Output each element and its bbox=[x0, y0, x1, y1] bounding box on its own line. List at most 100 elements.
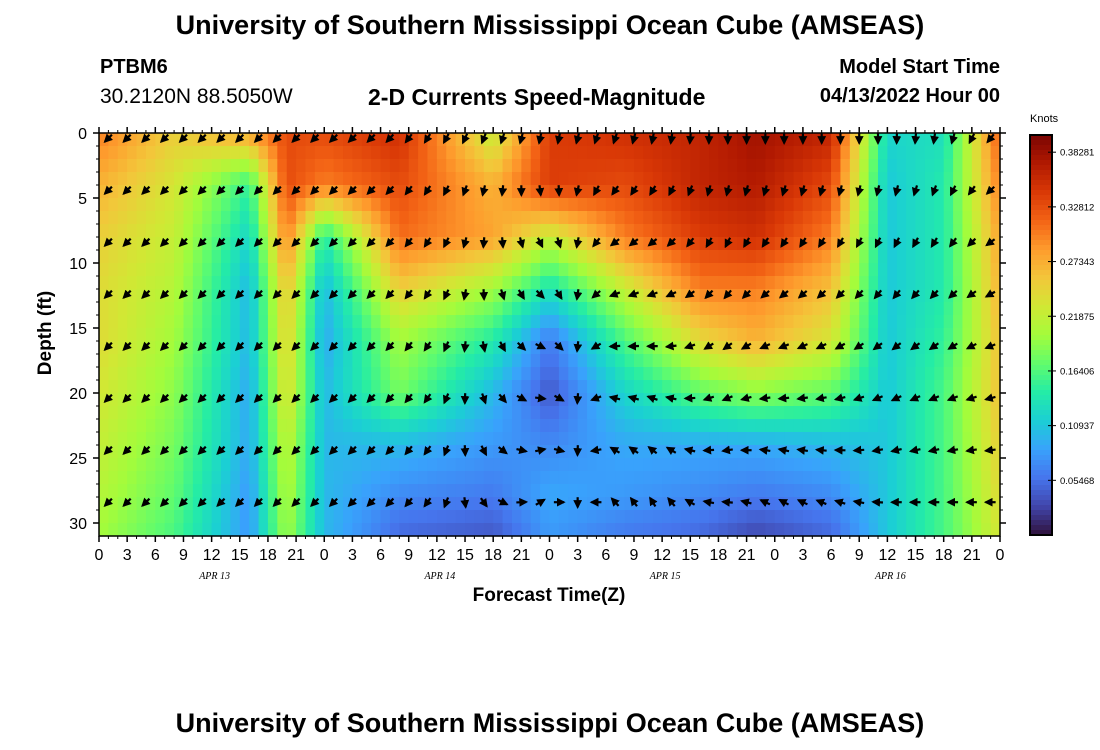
heatmap-cell bbox=[249, 354, 260, 368]
heatmap-cell bbox=[577, 172, 588, 186]
colorbar-swatch bbox=[1030, 520, 1052, 526]
heatmap-cell bbox=[709, 497, 720, 511]
heatmap-cell bbox=[709, 211, 720, 225]
heatmap-cell bbox=[333, 497, 344, 511]
heatmap-cell bbox=[418, 354, 429, 368]
heatmap-cell bbox=[671, 302, 682, 316]
heatmap-cell bbox=[596, 302, 607, 316]
heatmap-cell bbox=[577, 133, 588, 147]
heatmap-cell bbox=[408, 198, 419, 212]
heatmap-cell bbox=[821, 237, 832, 251]
heatmap-cell bbox=[943, 185, 954, 199]
heatmap-cell bbox=[267, 224, 278, 238]
current-vector bbox=[404, 393, 414, 404]
heatmap-cell bbox=[389, 276, 400, 290]
heatmap-cell bbox=[727, 406, 738, 420]
colorbar-swatch bbox=[1030, 350, 1052, 356]
heatmap-cell bbox=[831, 458, 842, 472]
heatmap-cell bbox=[821, 133, 832, 147]
colorbar-units: Knots bbox=[1030, 113, 1059, 125]
heatmap-cell bbox=[455, 289, 466, 303]
heatmap-cell bbox=[896, 263, 907, 277]
heatmap-cell bbox=[793, 419, 804, 433]
current-vector bbox=[814, 446, 827, 455]
current-vector bbox=[949, 133, 958, 145]
heatmap-cell bbox=[718, 471, 729, 485]
heatmap-cell bbox=[587, 484, 598, 498]
heatmap-cell bbox=[896, 471, 907, 485]
heatmap-cell bbox=[840, 484, 851, 498]
heatmap-cell bbox=[99, 328, 109, 342]
heatmap-cell bbox=[568, 315, 579, 329]
heatmap-cell bbox=[286, 198, 297, 212]
heatmap-cell bbox=[427, 432, 438, 446]
current-vector bbox=[497, 497, 509, 506]
heatmap-cell bbox=[633, 159, 644, 173]
heatmap-cell bbox=[981, 302, 992, 316]
heatmap-cell bbox=[502, 328, 513, 342]
heatmap-cell bbox=[680, 224, 691, 238]
heatmap-cell bbox=[699, 185, 710, 199]
current-vector bbox=[796, 393, 809, 403]
heatmap-cell bbox=[652, 250, 663, 264]
heatmap-cell bbox=[962, 276, 973, 290]
heatmap-cell bbox=[343, 432, 354, 446]
heatmap-cell bbox=[465, 289, 476, 303]
chart-title: University of Southern Mississippi Ocean… bbox=[175, 10, 925, 40]
heatmap-cell bbox=[296, 198, 307, 212]
heatmap-cell bbox=[868, 172, 879, 186]
heatmap-cell bbox=[802, 367, 813, 381]
heatmap-cell bbox=[183, 289, 194, 303]
heatmap-cell bbox=[380, 198, 391, 212]
heatmap-cell bbox=[934, 497, 945, 511]
heatmap-cell bbox=[615, 484, 626, 498]
colorbar-swatch bbox=[1030, 215, 1052, 221]
heatmap-cell bbox=[831, 484, 842, 498]
heatmap-cell bbox=[258, 133, 269, 147]
heatmap-cell bbox=[812, 198, 823, 212]
heatmap-cell bbox=[314, 289, 325, 303]
heatmap-cell bbox=[399, 263, 410, 277]
current-vector bbox=[216, 289, 226, 299]
heatmap-cell bbox=[971, 445, 982, 459]
heatmap-cell bbox=[202, 224, 213, 238]
heatmap-cell bbox=[221, 484, 231, 498]
heatmap-cell bbox=[615, 250, 626, 264]
heatmap-cell bbox=[371, 237, 382, 251]
heatmap-cell bbox=[99, 146, 109, 160]
current-vector bbox=[705, 185, 714, 197]
heatmap-cell bbox=[211, 471, 222, 485]
heatmap-cell bbox=[643, 302, 654, 316]
heatmap-cell bbox=[202, 289, 213, 303]
heatmap-cell bbox=[971, 497, 982, 511]
heatmap-cell bbox=[755, 367, 766, 381]
current-vector bbox=[122, 341, 132, 351]
current-vector bbox=[553, 445, 566, 454]
heatmap-cell bbox=[192, 315, 203, 329]
heatmap-cell bbox=[633, 302, 644, 316]
heatmap-cell bbox=[258, 276, 269, 290]
heatmap-cell bbox=[267, 354, 278, 368]
current-vector bbox=[404, 185, 414, 196]
heatmap-cell bbox=[352, 510, 363, 524]
heatmap-cell bbox=[558, 185, 569, 199]
heatmap-cell bbox=[558, 172, 569, 186]
heatmap-cell bbox=[727, 445, 738, 459]
heatmap-cell bbox=[108, 523, 119, 537]
heatmap-cell bbox=[408, 458, 419, 472]
heatmap-cell bbox=[896, 523, 907, 537]
current-vector bbox=[499, 133, 508, 145]
heatmap-cell bbox=[296, 185, 307, 199]
heatmap-cell bbox=[802, 159, 813, 173]
heatmap-cell bbox=[624, 419, 635, 433]
heatmap-cell bbox=[953, 211, 964, 225]
heatmap-cell bbox=[99, 211, 109, 225]
heatmap-cell bbox=[934, 133, 945, 147]
heatmap-cell bbox=[239, 380, 250, 394]
heatmap-cell bbox=[361, 159, 372, 173]
heatmap-cell bbox=[709, 172, 720, 186]
heatmap-cell bbox=[709, 185, 720, 199]
heatmap-cell bbox=[211, 458, 222, 472]
current-vector bbox=[253, 341, 264, 351]
heatmap-cell bbox=[859, 328, 870, 342]
